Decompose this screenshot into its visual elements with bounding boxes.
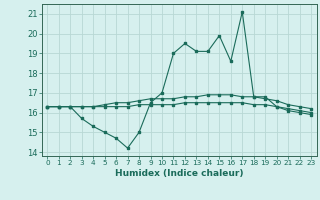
X-axis label: Humidex (Indice chaleur): Humidex (Indice chaleur) xyxy=(115,169,244,178)
